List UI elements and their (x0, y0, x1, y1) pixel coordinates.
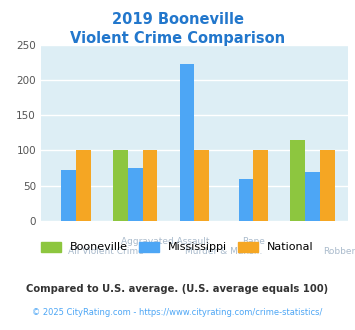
Bar (290, 140, 305, 221)
Bar (305, 172, 320, 221)
Bar (61, 170, 76, 221)
Bar (143, 150, 158, 221)
Bar (195, 150, 209, 221)
Bar (113, 150, 128, 221)
Bar (76, 150, 91, 221)
Bar (180, 64, 195, 221)
Bar (239, 179, 253, 221)
Text: Rape: Rape (242, 237, 265, 246)
Text: Aggravated Assault: Aggravated Assault (121, 237, 209, 246)
Bar (253, 150, 268, 221)
Text: 2019 Booneville: 2019 Booneville (111, 12, 244, 26)
Text: Robbery: Robbery (323, 247, 355, 256)
Text: All Violent Crime: All Violent Crime (68, 247, 144, 256)
Bar (128, 168, 143, 221)
Bar (320, 150, 335, 221)
Text: © 2025 CityRating.com - https://www.cityrating.com/crime-statistics/: © 2025 CityRating.com - https://www.city… (32, 308, 323, 317)
Text: Murder & Mans...: Murder & Mans... (185, 247, 263, 256)
Text: Violent Crime Comparison: Violent Crime Comparison (70, 31, 285, 46)
Text: Compared to U.S. average. (U.S. average equals 100): Compared to U.S. average. (U.S. average … (26, 284, 329, 294)
Legend: Booneville, Mississippi, National: Booneville, Mississippi, National (37, 237, 318, 257)
